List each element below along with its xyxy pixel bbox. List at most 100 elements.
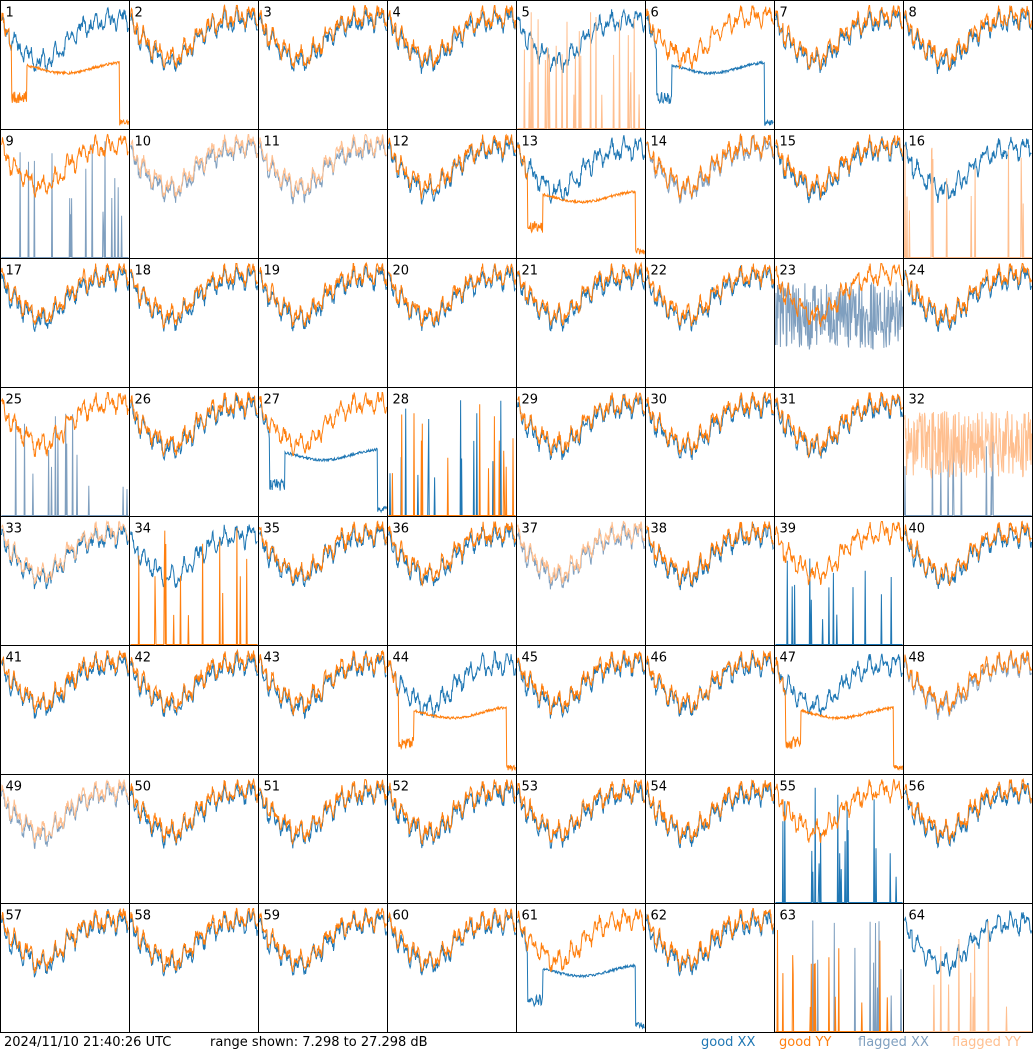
panel-frame <box>258 645 388 775</box>
series-xx-good <box>904 136 1032 203</box>
series-yy-good <box>130 648 258 714</box>
panel-label: 44 <box>393 651 410 666</box>
series-yy-good <box>388 5 516 68</box>
panel-16: 16 <box>903 129 1033 259</box>
panel-label: 27 <box>264 393 281 408</box>
series-yy-flagged <box>1 779 129 844</box>
panel-1: 1 <box>0 0 130 130</box>
series-yy-good <box>388 779 516 845</box>
panel-label: 38 <box>651 522 668 537</box>
series-yy-good <box>259 5 387 69</box>
panel-label: 55 <box>780 780 797 795</box>
panel-label: 10 <box>135 135 152 150</box>
series-yy-good <box>517 261 645 327</box>
series-xx-good <box>517 393 645 461</box>
panel-48: 48 <box>903 645 1033 775</box>
panel-5: 5 <box>516 0 646 130</box>
panel-37: 37 <box>516 516 646 646</box>
series-yy-good <box>388 404 516 516</box>
panel-46: 46 <box>645 645 775 775</box>
panel-23: 23 <box>774 258 904 388</box>
panel-label: 21 <box>522 264 539 279</box>
series-yy-good <box>775 929 903 1032</box>
panel-12: 12 <box>387 129 517 259</box>
panel-label: 63 <box>780 909 797 924</box>
series-xx-good <box>259 265 387 332</box>
panel-label: 51 <box>264 780 281 795</box>
panel-label: 2 <box>135 6 143 21</box>
legend-flagged-xx: flagged XX <box>858 1035 929 1050</box>
panel-label: 41 <box>6 651 23 666</box>
panel-label: 45 <box>522 651 539 666</box>
panel-frame <box>903 903 1033 1033</box>
series-yy-good <box>646 5 774 70</box>
panel-18: 18 <box>129 258 259 388</box>
panel-frame <box>129 645 259 775</box>
panel-8: 8 <box>903 0 1033 130</box>
series-xx-flagged <box>1 413 129 516</box>
panel-label: 53 <box>522 780 539 795</box>
panel-label: 56 <box>909 780 926 795</box>
panel-19: 19 <box>258 258 388 388</box>
panel-frame <box>129 903 259 1033</box>
panel-frame <box>645 258 775 388</box>
panel-label: 50 <box>135 780 152 795</box>
series-yy-good <box>130 777 258 844</box>
series-yy-good <box>517 649 645 716</box>
panel-label: 59 <box>264 909 281 924</box>
series-yy-flagged <box>1 520 129 585</box>
panel-label: 7 <box>780 6 788 21</box>
panel-frame <box>258 0 388 130</box>
panel-label: 54 <box>651 780 668 795</box>
panel-label: 52 <box>393 780 410 795</box>
series-yy-good <box>388 133 516 199</box>
panel-17: 17 <box>0 258 130 388</box>
panel-frame <box>258 258 388 388</box>
panel-38: 38 <box>645 516 775 646</box>
panel-label: 14 <box>651 135 668 150</box>
panel-11: 11 <box>258 129 388 259</box>
panel-frame <box>645 516 775 646</box>
series-xx-good <box>904 910 1032 977</box>
panel-label: 48 <box>909 651 926 666</box>
panel-44: 44 <box>387 645 517 775</box>
series-yy-good <box>904 777 1032 844</box>
series-yy-good <box>130 907 258 973</box>
panel-frame <box>129 774 259 904</box>
panel-frame <box>516 645 646 775</box>
panel-label: 20 <box>393 264 410 279</box>
panel-label: 35 <box>264 522 281 537</box>
panel-frame <box>129 258 259 388</box>
panel-25: 25 <box>0 387 130 517</box>
series-yy-good <box>517 779 645 843</box>
panel-label: 46 <box>651 651 668 666</box>
series-xx-good <box>646 15 774 126</box>
panel-10: 10 <box>129 129 259 259</box>
legend-flagged-yy: flagged YY <box>952 1035 1021 1050</box>
series-xx-good <box>388 650 516 718</box>
series-xx-flagged <box>1 141 129 258</box>
panel-63: 63 <box>774 903 904 1033</box>
series-yy-good <box>130 4 258 69</box>
panel-frame <box>516 774 646 904</box>
series-xx-good <box>775 787 903 903</box>
panel-label: 34 <box>135 522 152 537</box>
panel-57: 57 <box>0 903 130 1033</box>
panel-frame <box>903 258 1033 388</box>
series-yy-good <box>388 521 516 587</box>
panel-7: 7 <box>774 0 904 130</box>
series-yy-flagged <box>130 134 258 198</box>
panel-49: 49 <box>0 774 130 904</box>
series-yy-flagged <box>517 520 645 585</box>
series-yy-good <box>646 263 774 327</box>
panel-frame <box>903 516 1033 646</box>
panel-42: 42 <box>129 645 259 775</box>
panel-frame <box>516 129 646 259</box>
panel-frame <box>0 774 130 904</box>
series-yy-good <box>904 263 1032 329</box>
panel-60: 60 <box>387 903 517 1033</box>
series-yy-good <box>775 391 903 458</box>
series-yy-good <box>775 263 903 327</box>
series-yy-good <box>904 5 1032 71</box>
series-yy-good <box>1 12 129 126</box>
